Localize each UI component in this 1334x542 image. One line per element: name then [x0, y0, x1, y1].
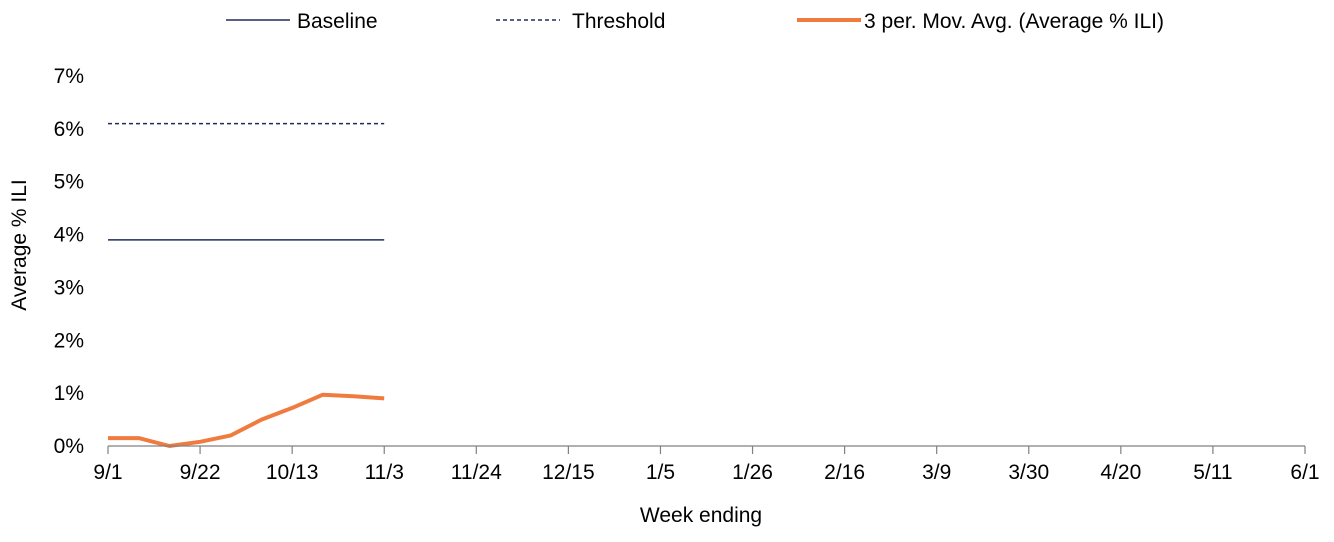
moving-average-line [108, 392, 385, 448]
legend-item: 3 per. Mov. Avg. (Average % ILI) [797, 10, 1164, 33]
y-tick-label: 1% [54, 382, 84, 405]
y-tick-label: 0% [54, 435, 84, 458]
x-tick-label: 3/30 [1008, 461, 1049, 484]
x-axis-title: Week ending [640, 504, 762, 527]
x-tick-label: 4/20 [1100, 461, 1141, 484]
y-tick-label: 4% [54, 224, 84, 247]
x-tick-label: 1/26 [732, 461, 773, 484]
x-tick-label: 10/13 [266, 461, 319, 484]
legend-label: 3 per. Mov. Avg. (Average % ILI) [864, 10, 1164, 33]
legend-item: Baseline [226, 10, 378, 33]
y-axis: 0% 1% 2% 3% 4% 5% 6% 7% [54, 65, 84, 458]
legend-label: Threshold [572, 10, 665, 33]
y-tick-label: 7% [54, 65, 84, 88]
x-axis: 9/1 9/22 10/13 11/3 11/24 12/15 1/5 1/26 2/16 3/9… [93, 445, 1320, 484]
legend-item: Threshold [496, 10, 665, 33]
x-tick-label: 11/3 [365, 461, 404, 484]
x-tick-label: 6/1 [1290, 461, 1319, 484]
x-tick-label: 12/15 [542, 461, 595, 484]
y-tick-label: 3% [54, 276, 84, 299]
x-tick-label: 9/1 [93, 461, 122, 484]
x-tick-label: 11/24 [451, 461, 502, 484]
plot-area [108, 122, 385, 448]
x-tick-label: 1/5 [646, 461, 675, 484]
y-tick-label: 5% [54, 171, 84, 194]
x-tick-label: 3/9 [922, 461, 951, 484]
y-tick-label: 2% [54, 329, 84, 352]
x-tick-label: 2/16 [824, 461, 865, 484]
y-axis-title: Average % ILI [8, 179, 31, 311]
x-tick-label: 9/22 [180, 461, 221, 484]
legend-label: Baseline [297, 10, 378, 33]
legend: Baseline Threshold 3 per. Mov. Avg. (Avera… [226, 10, 1164, 33]
y-tick-label: 6% [54, 118, 84, 141]
x-tick-label: 5/11 [1193, 461, 1232, 484]
